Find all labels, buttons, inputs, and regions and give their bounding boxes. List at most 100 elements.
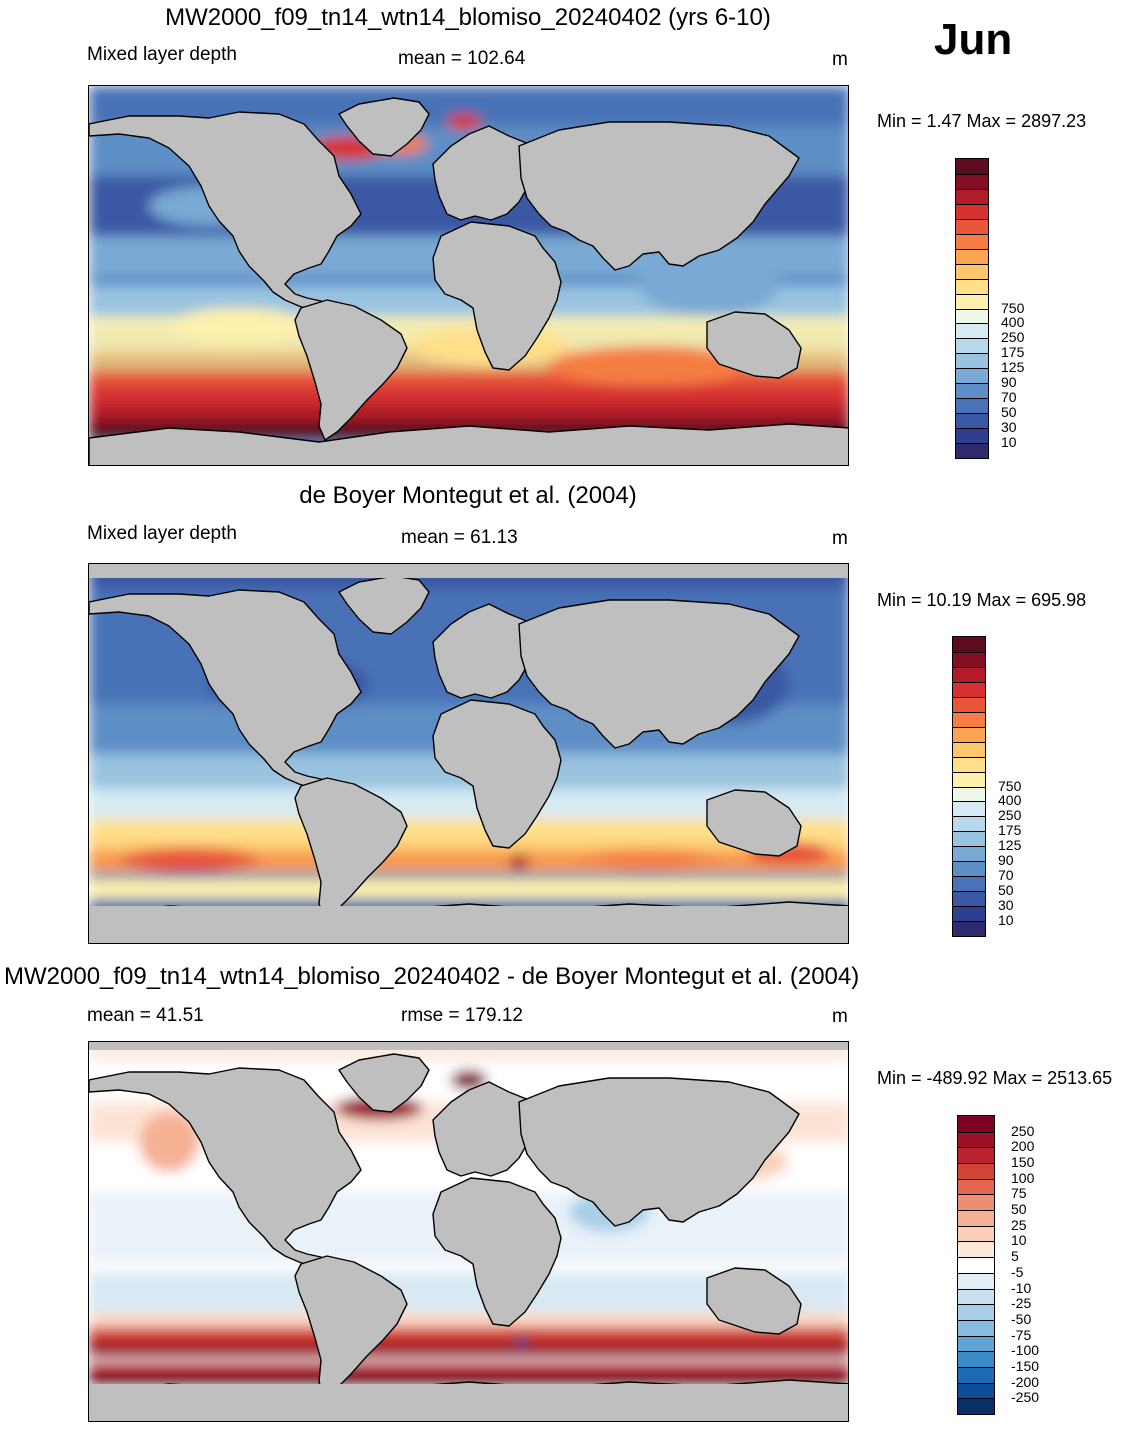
colorbar-swatch (953, 846, 985, 862)
colorbar-swatch (956, 159, 988, 175)
colorbar-swatch (953, 681, 985, 698)
colorbar-tick-label: -75 (1011, 1326, 1032, 1343)
colorbar-swatch (953, 771, 985, 787)
panel2-colorbar-labels: 10 30 50 70 90 125 175 250 400 750 (998, 636, 1058, 937)
panel2-mean-label: mean = 61.13 (401, 527, 518, 548)
colorbar-swatch (953, 861, 985, 877)
panel3-rmse-label: rmse = 179.12 (401, 1005, 523, 1026)
panel2-title: de Boyer Montegut et al. (2004) (299, 482, 637, 509)
continent-na (89, 111, 362, 313)
colorbar-tick-label: 100 (1011, 1169, 1035, 1186)
panel3-units-label: m (832, 1006, 848, 1027)
continent-as (518, 121, 800, 271)
colorbar-swatch (953, 741, 985, 758)
continent-eu (432, 603, 546, 699)
continent-na (89, 589, 362, 791)
continent-af (432, 221, 562, 371)
continent-gr (338, 1053, 430, 1113)
panel2-variable-label: Mixed layer depth (87, 523, 237, 544)
colorbar-swatch (956, 308, 988, 324)
panel2-colorbar (952, 636, 986, 937)
panel1-colorbar-labels: 10 30 50 70 90 125 175 250 400 750 (1001, 158, 1061, 459)
colorbar-swatch (956, 428, 988, 444)
continent-an (89, 423, 848, 465)
colorbar-swatch (953, 801, 985, 817)
panel3-colorbar-labels: -250 -200 -150 -100 -75 -50 -25 -10 -5 5 10 25 50 75 1… (1011, 1115, 1071, 1415)
month-label: Jun (934, 15, 1013, 64)
colorbar-tick-label: 150 (1011, 1154, 1035, 1171)
missing-data-mask (89, 1042, 848, 1050)
colorbar-tick-label: -25 (1011, 1295, 1032, 1312)
colorbar-swatch (953, 921, 985, 937)
colorbar-swatch (956, 323, 988, 339)
colorbar-tick-label: -200 (1011, 1373, 1040, 1390)
colorbar-tick-label: 50 (1011, 1201, 1027, 1218)
colorbar-swatch (956, 278, 988, 295)
colorbar-tick-label: 200 (1011, 1138, 1035, 1155)
colorbar-swatch (956, 368, 988, 384)
panel1-variable-label: Mixed layer depth (87, 44, 237, 65)
field-patch (515, 1336, 527, 1348)
panel3-mean-label: mean = 41.51 (87, 1005, 204, 1026)
colorbar-tick-label: 50 (998, 882, 1014, 899)
colorbar-swatch (956, 398, 988, 414)
colorbar-tick-label: 90 (998, 852, 1014, 869)
colorbar-tick-label: -50 (1011, 1310, 1032, 1327)
colorbar-tick-label: -100 (1011, 1342, 1040, 1359)
panel2-units-label: m (832, 528, 848, 549)
colorbar-swatch (956, 248, 988, 265)
field-patch (579, 850, 719, 870)
colorbar-tick-label: 175 (1001, 344, 1025, 361)
colorbar-tick-label: -10 (1011, 1279, 1032, 1296)
continent-sa (294, 1255, 408, 1397)
continent-na (89, 1067, 362, 1269)
colorbar-tick-label: 90 (1001, 374, 1017, 391)
continent-au (706, 789, 802, 857)
continent-au (706, 311, 802, 379)
panel1-colorbar (955, 158, 989, 459)
colorbar-swatch (958, 1178, 994, 1195)
field-band (89, 386, 848, 404)
colorbar-swatch (958, 1319, 994, 1337)
colorbar-swatch (958, 1366, 994, 1384)
colorbar-tick-label: 125 (1001, 359, 1025, 376)
colorbar-tick-label: 70 (998, 867, 1014, 884)
colorbar-swatch (958, 1257, 994, 1274)
colorbar-tick-label: 175 (998, 822, 1022, 839)
colorbar-tick-label: 10 (1001, 434, 1017, 451)
colorbar-swatch (958, 1288, 994, 1305)
continent-sa (294, 777, 408, 919)
colorbar-swatch (956, 383, 988, 399)
colorbar-swatch (958, 1210, 994, 1227)
colorbar-swatch (953, 906, 985, 922)
colorbar-tick-label: 250 (1001, 329, 1025, 346)
field-patch (139, 1112, 199, 1172)
field-band (89, 1342, 848, 1358)
colorbar-tick-label: 10 (1011, 1232, 1027, 1249)
continent-af (432, 1177, 562, 1327)
colorbar-swatch (956, 203, 988, 220)
continent-af (432, 699, 562, 849)
colorbar-swatch (958, 1241, 994, 1258)
field-patch (169, 308, 309, 344)
colorbar-tick-label: 250 (998, 807, 1022, 824)
colorbar-tick-label: 50 (1001, 404, 1017, 421)
land-masses (89, 97, 848, 465)
colorbar-swatch (953, 891, 985, 907)
colorbar-swatch (956, 263, 988, 280)
colorbar-swatch (958, 1116, 994, 1133)
colorbar-swatch (956, 218, 988, 235)
colorbar-swatch (956, 188, 988, 205)
colorbar-tick-label: 30 (1001, 419, 1017, 436)
colorbar-swatch (958, 1382, 994, 1399)
panel1-mean-label: mean = 102.64 (398, 48, 526, 69)
colorbar-swatch (958, 1335, 994, 1352)
colorbar-swatch (958, 1351, 994, 1368)
continent-eu (432, 125, 546, 221)
continent-sa (294, 299, 408, 441)
field-patch (446, 114, 482, 130)
colorbar-swatch (958, 1225, 994, 1242)
colorbar-swatch (956, 413, 988, 429)
colorbar-swatch (958, 1131, 994, 1148)
colorbar-swatch (953, 637, 985, 653)
